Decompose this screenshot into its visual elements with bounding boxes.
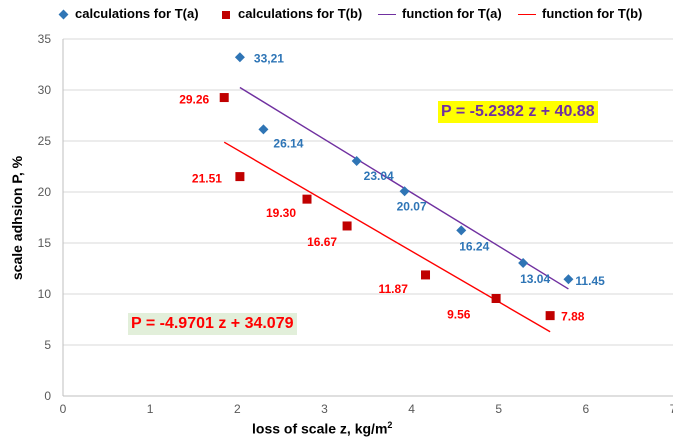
data-label: 33,21 — [254, 51, 284, 65]
grid-lines — [63, 38, 673, 346]
data-label: 29.26 — [179, 93, 209, 107]
tick-labels: 0 5 10 15 20 25 30 35 0 1 2 3 4 5 6 7 — [38, 32, 673, 416]
x-tick-label: 2 — [234, 402, 241, 416]
x-tick-label: 6 — [583, 402, 590, 416]
line-marker-icon — [378, 14, 396, 16]
square-marker-icon — [222, 10, 230, 19]
x-tick-label: 4 — [408, 402, 415, 416]
data-label: 21.51 — [192, 172, 222, 186]
diamond-point — [456, 225, 467, 236]
x-tick-label: 7 — [670, 402, 673, 416]
data-label: 19.30 — [266, 206, 296, 220]
y-tick-label: 30 — [38, 83, 52, 97]
legend-item-calc-tb: calculations for T(b) — [222, 6, 362, 21]
diamond-point — [399, 186, 410, 197]
x-tick-label: 1 — [147, 402, 154, 416]
line-marker-icon — [518, 14, 536, 16]
square-point — [545, 311, 555, 321]
legend-label: function for T(a) — [402, 6, 502, 21]
diamond-point — [234, 52, 245, 63]
data-label: 11.87 — [379, 282, 409, 296]
data-labels: 33,21 26.14 23.04 20.07 16.24 13.04 11.45 29.26… — [179, 51, 605, 323]
x-tick-label: 0 — [60, 402, 67, 416]
x-tick-label: 3 — [321, 402, 328, 416]
square-point — [219, 93, 229, 103]
diamond-marker-icon — [58, 9, 69, 20]
square-point — [342, 221, 352, 231]
x-tick-label: 5 — [495, 402, 502, 416]
square-point — [491, 293, 501, 303]
y-tick-label: 20 — [38, 185, 52, 199]
legend-item-func-ta: function for T(a) — [378, 6, 502, 21]
data-label: 7.88 — [561, 310, 585, 324]
x-axis-title: loss of scale z, kg/m2 — [252, 420, 393, 437]
data-label: 16.24 — [459, 239, 489, 253]
legend: calculations for T(a) calculations for T… — [0, 6, 673, 24]
legend-item-calc-ta: calculations for T(a) — [58, 6, 199, 21]
diamond-point — [258, 124, 269, 135]
square-point — [421, 270, 431, 280]
square-point — [235, 172, 245, 182]
equation-label-tb: P = -4.9701 z + 34.079 — [128, 313, 297, 335]
data-label: 11.45 — [575, 274, 605, 288]
legend-label: calculations for T(a) — [75, 6, 199, 21]
square-point — [302, 194, 312, 204]
y-tick-label: 0 — [44, 389, 51, 403]
legend-item-func-tb: function for T(b) — [518, 6, 642, 21]
data-points — [219, 52, 574, 321]
data-label: 16.67 — [307, 235, 337, 249]
legend-label: function for T(b) — [542, 6, 643, 21]
y-tick-label: 10 — [38, 287, 52, 301]
data-label: 26.14 — [273, 136, 303, 150]
data-label: 9.56 — [447, 307, 471, 321]
y-tick-label: 35 — [38, 32, 52, 46]
axes — [62, 39, 673, 397]
y-axis-title: scale adhsion P, % — [9, 155, 25, 281]
diamond-point — [563, 274, 574, 285]
equation-label-ta: P = -5.2382 z + 40.88 — [438, 101, 598, 123]
diamond-point — [518, 257, 529, 268]
legend-label: calculations for T(b) — [238, 6, 363, 21]
data-label: 20.07 — [397, 199, 427, 213]
diamond-point — [351, 155, 362, 166]
y-tick-label: 5 — [44, 338, 51, 352]
y-tick-label: 15 — [38, 236, 52, 250]
data-label: 23.04 — [364, 169, 394, 183]
y-tick-label: 25 — [38, 134, 52, 148]
data-label: 13.04 — [520, 272, 550, 286]
